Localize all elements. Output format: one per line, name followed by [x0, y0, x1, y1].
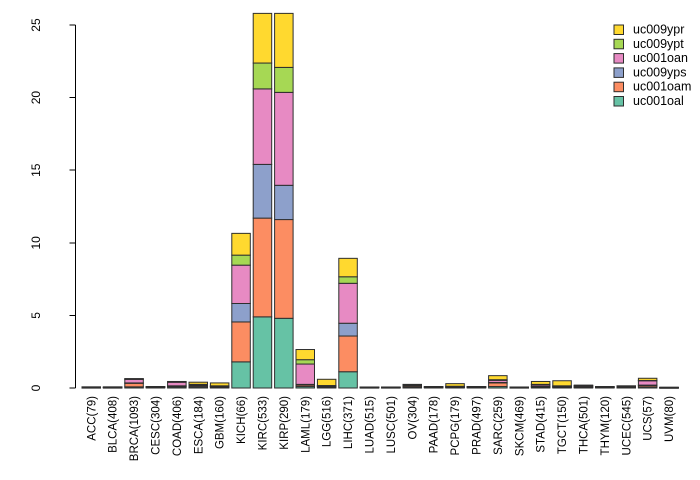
- bar-segment-uc009ypt: [338, 276, 358, 284]
- x-axis-category-label: GBM(160): [215, 396, 227, 449]
- x-axis-category-label: UVM(80): [664, 396, 676, 442]
- x-axis-category-label: OV(304): [407, 396, 419, 440]
- x-axis-category-label: SARC(259): [493, 396, 505, 455]
- legend-label-uc009ypt: uc009ypt: [633, 37, 684, 51]
- x-axis-category-label: THYM(120): [600, 396, 612, 456]
- y-axis-tick-label: 25: [29, 18, 43, 32]
- bar-segment-uc001oam: [252, 217, 273, 318]
- x-axis-category-label: PCPG(179): [450, 396, 462, 456]
- x-axis-category-label: KICH(66): [236, 396, 248, 444]
- bar-segment-uc001oan: [274, 91, 294, 186]
- bar-segment-uc001oal: [274, 317, 294, 389]
- bar-segment-uc009ypr: [231, 232, 251, 256]
- bar-segment-uc001oan: [637, 380, 658, 386]
- bar-segment-uc009ypr: [252, 12, 273, 64]
- x-axis-category-label: CESC(304): [150, 396, 162, 455]
- x-axis-category-label: LUAD(515): [364, 396, 376, 454]
- bar-segment-uc009ypr: [316, 378, 337, 387]
- legend-label-uc009ypr: uc009ypr: [633, 23, 684, 37]
- bar-segment-uc001oan: [295, 363, 315, 385]
- bar-segment-uc009yps: [231, 302, 251, 323]
- legend-swatch-uc001oam: [613, 81, 624, 93]
- bar-segment-uc001oal: [252, 316, 273, 389]
- bar-segment-uc009ypr: [295, 349, 315, 361]
- bar-segment-uc009ypr: [188, 381, 208, 385]
- y-axis-tick-label: 10: [29, 236, 43, 250]
- legend-label-uc001oal: uc001oal: [633, 94, 684, 108]
- x-axis-category-label: UCEC(545): [621, 396, 633, 456]
- x-axis-category-label: SKCM(469): [514, 396, 526, 456]
- bar-segment-uc009ypr: [552, 380, 572, 387]
- y-axis-tick-label: 20: [29, 91, 43, 105]
- y-axis-tick-label: 15: [29, 163, 43, 177]
- bar-segment-uc009ypr: [274, 12, 294, 68]
- x-axis-category-label: TGCT(150): [557, 396, 569, 454]
- legend-label-uc001oam: uc001oam: [633, 80, 691, 94]
- x-axis-category-label: PRAD(497): [471, 396, 483, 455]
- bar-segment-uc009ypr: [338, 257, 358, 278]
- bar-segment-uc001oan: [338, 282, 358, 324]
- y-axis-tick-label: 5: [29, 312, 43, 319]
- x-axis-category-label: PAAD(178): [429, 396, 441, 453]
- bar-segment-uc001oan: [231, 264, 251, 304]
- legend-swatch-uc009ypr: [613, 24, 624, 35]
- x-axis-category-label: COAD(406): [172, 396, 184, 456]
- x-axis-category-label: BLCA(408): [108, 396, 120, 453]
- bar-segment-uc009ypt: [252, 62, 273, 90]
- bar-segment-uc009ypt: [274, 66, 294, 93]
- bar-segment-uc009yps: [274, 184, 294, 221]
- x-axis-category-label: LAML(179): [300, 396, 312, 453]
- bar-segment-uc001oam: [338, 335, 358, 373]
- y-axis-tick-label: 0: [29, 384, 43, 391]
- bar-segment-uc001oal: [338, 371, 358, 389]
- legend-swatch-uc009ypt: [613, 38, 624, 50]
- bar-segment-uc001oal: [231, 361, 251, 389]
- x-axis-category-label: ESCA(184): [193, 396, 205, 454]
- x-axis-category-label: KIRC(533): [257, 396, 269, 450]
- legend-label-uc009yps: uc009yps: [633, 65, 687, 79]
- x-axis-category-label: ACC(79): [86, 396, 98, 441]
- x-axis-category-label: LIHC(371): [343, 396, 355, 449]
- x-axis-category-label: KIRP(290): [279, 396, 291, 450]
- bar-segment-uc009ypr: [488, 375, 508, 381]
- x-axis-category-label: UCS(57): [643, 396, 655, 441]
- bar-segment-uc009ypt: [231, 254, 251, 266]
- bar-segment-uc009ypr: [530, 380, 551, 385]
- x-axis-category-label: LGG(516): [322, 396, 334, 447]
- bar-segment-uc009ypr: [445, 383, 465, 387]
- x-axis-category-label: LUSC(501): [386, 396, 398, 454]
- x-axis-category-label: THCA(501): [578, 396, 590, 454]
- x-axis-category-label: BRCA(1093): [129, 396, 141, 461]
- bar-segment-uc001oam: [488, 382, 508, 388]
- bar-segment-uc009yps: [252, 163, 273, 219]
- legend-swatch-uc001oal: [613, 96, 624, 107]
- bar-segment-uc001oam: [274, 219, 294, 319]
- legend-label-uc001oan: uc001oan: [633, 51, 688, 65]
- legend-swatch-uc001oan: [613, 53, 624, 64]
- bar-segment-uc001oam: [231, 321, 251, 363]
- bar-segment-uc009ypt: [295, 359, 315, 365]
- bar-segment-uc009ypr: [209, 382, 230, 387]
- bar-segment-uc009yps: [338, 322, 358, 337]
- bar-segment-uc001oan: [252, 88, 273, 165]
- x-axis-category-label: STAD(415): [536, 396, 548, 453]
- legend-swatch-uc009yps: [613, 67, 624, 78]
- bar-segment-uc009ypr: [637, 377, 658, 381]
